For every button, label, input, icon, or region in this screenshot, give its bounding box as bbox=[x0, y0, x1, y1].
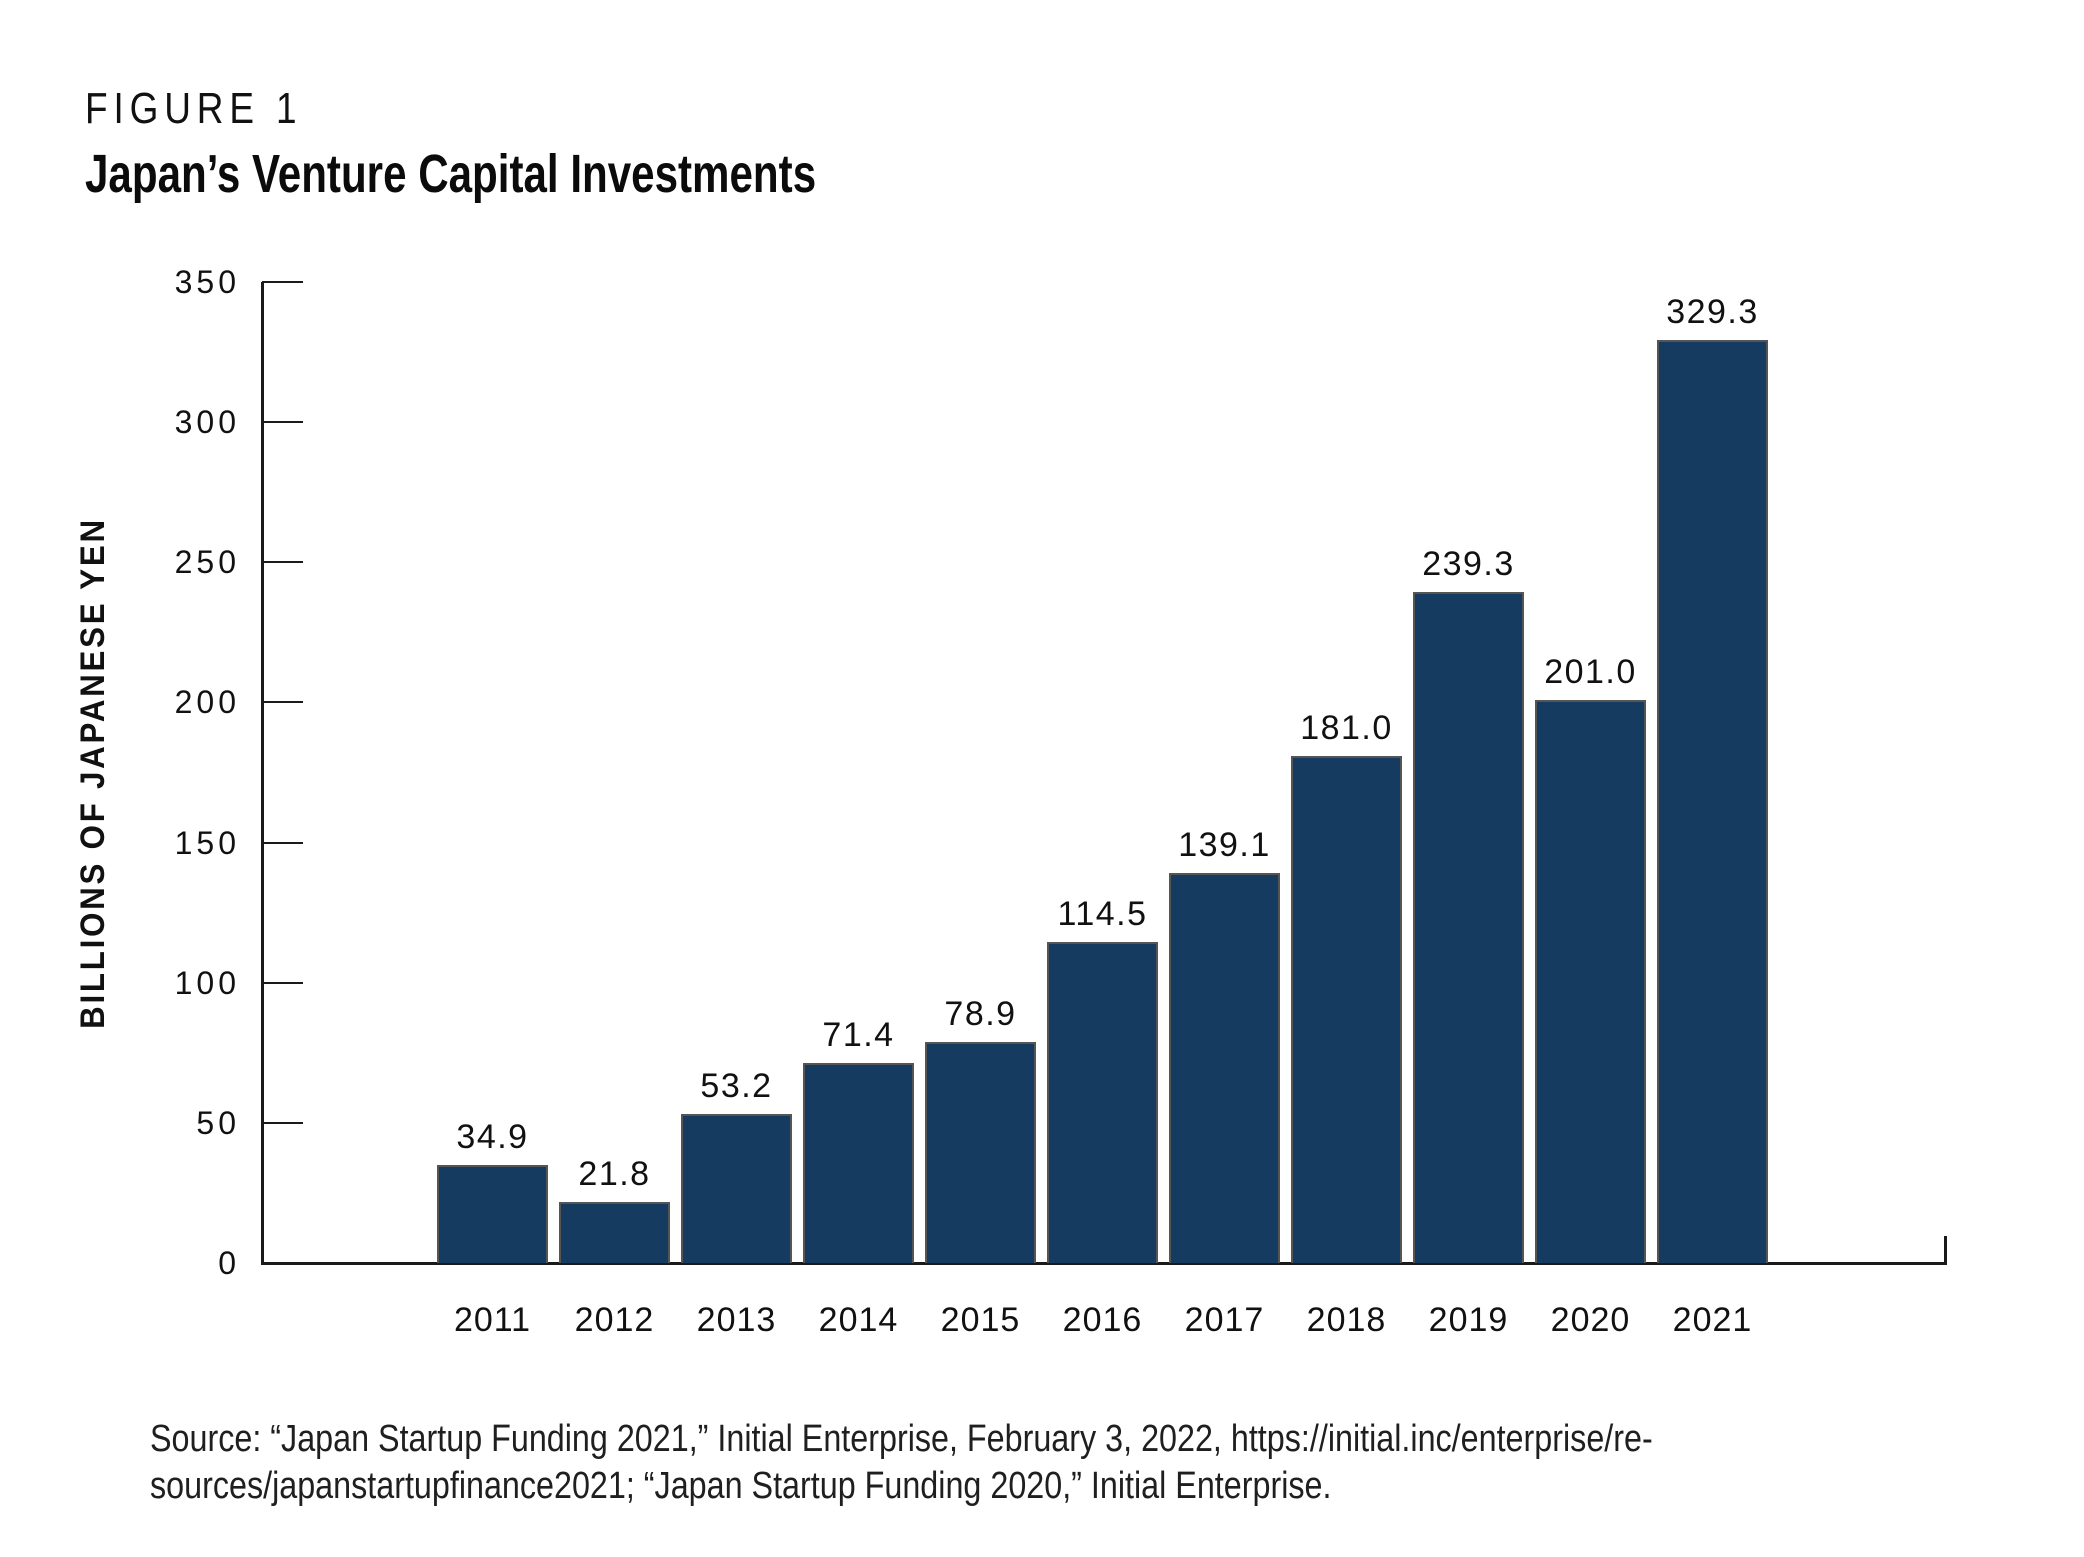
bar-value-label: 139.1 bbox=[1178, 826, 1271, 864]
bar-value-label: 329.3 bbox=[1666, 293, 1759, 331]
y-tick-label: 300 bbox=[174, 404, 240, 441]
bar-2014 bbox=[803, 1063, 914, 1263]
x-tick-label: 2016 bbox=[1062, 1301, 1143, 1339]
x-axis-end-tick bbox=[1944, 1236, 1947, 1263]
y-tick-line bbox=[262, 701, 303, 704]
bar-value-label: 201.0 bbox=[1544, 653, 1637, 691]
x-tick-label: 2011 bbox=[453, 1301, 532, 1339]
bar-value-label: 34.9 bbox=[456, 1118, 529, 1156]
x-tick-label: 2015 bbox=[940, 1301, 1021, 1339]
y-tick-line bbox=[262, 561, 303, 564]
y-tick-label: 150 bbox=[174, 824, 240, 861]
bar-2012 bbox=[559, 1202, 670, 1263]
bar-value-label: 181.0 bbox=[1300, 709, 1393, 747]
y-tick-line bbox=[262, 981, 303, 984]
x-tick-label: 2012 bbox=[574, 1301, 655, 1339]
y-tick-label: 0 bbox=[218, 1245, 240, 1281]
x-tick-label: 2021 bbox=[1672, 1301, 1753, 1339]
bar-2015 bbox=[925, 1042, 1036, 1263]
bar-2016 bbox=[1047, 942, 1158, 1263]
bar-value-label: 114.5 bbox=[1057, 895, 1148, 933]
y-tick-line bbox=[262, 1121, 303, 1124]
x-tick-label: 2017 bbox=[1184, 1301, 1265, 1339]
chart-title: Japan’s Venture Capital Investments bbox=[85, 144, 817, 204]
y-tick-line bbox=[262, 421, 303, 424]
source-line-1: Source: “Japan Startup Funding 2021,” In… bbox=[150, 1418, 1653, 1460]
x-tick-label: 2018 bbox=[1306, 1301, 1387, 1339]
source-note: Source: “Japan Startup Funding 2021,” In… bbox=[150, 1416, 1653, 1510]
bar-2020 bbox=[1535, 700, 1646, 1263]
source-line-2: sources/japanstartupfinance2021; “Japan … bbox=[150, 1465, 1332, 1507]
x-tick-label: 2020 bbox=[1550, 1301, 1631, 1339]
bar-value-label: 21.8 bbox=[578, 1155, 651, 1193]
x-tick-label: 2013 bbox=[696, 1301, 777, 1339]
x-tick-label: 2014 bbox=[818, 1301, 899, 1339]
bar-2013 bbox=[681, 1114, 792, 1263]
figure-label: FIGURE 1 bbox=[85, 84, 303, 133]
bar-2018 bbox=[1291, 756, 1402, 1263]
y-tick-label: 50 bbox=[196, 1104, 240, 1141]
y-tick-label: 200 bbox=[174, 684, 240, 721]
bar-2011 bbox=[437, 1165, 548, 1263]
y-tick-label: 250 bbox=[174, 544, 240, 581]
bar-value-label: 78.9 bbox=[944, 995, 1017, 1033]
y-tick-line bbox=[262, 841, 303, 844]
bar-2019 bbox=[1413, 592, 1524, 1263]
bar-value-label: 71.4 bbox=[822, 1016, 895, 1054]
x-tick-label: 2019 bbox=[1428, 1301, 1509, 1339]
y-axis-line bbox=[261, 282, 264, 1265]
bar-value-label: 53.2 bbox=[700, 1067, 773, 1105]
bar-2017 bbox=[1169, 873, 1280, 1263]
bar-2021 bbox=[1657, 340, 1768, 1263]
y-tick-line bbox=[262, 281, 303, 283]
bar-value-label: 239.3 bbox=[1422, 545, 1515, 583]
y-tick-label: 100 bbox=[174, 964, 240, 1001]
y-tick-label: 350 bbox=[174, 264, 240, 300]
x-axis-line bbox=[261, 1262, 1947, 1265]
